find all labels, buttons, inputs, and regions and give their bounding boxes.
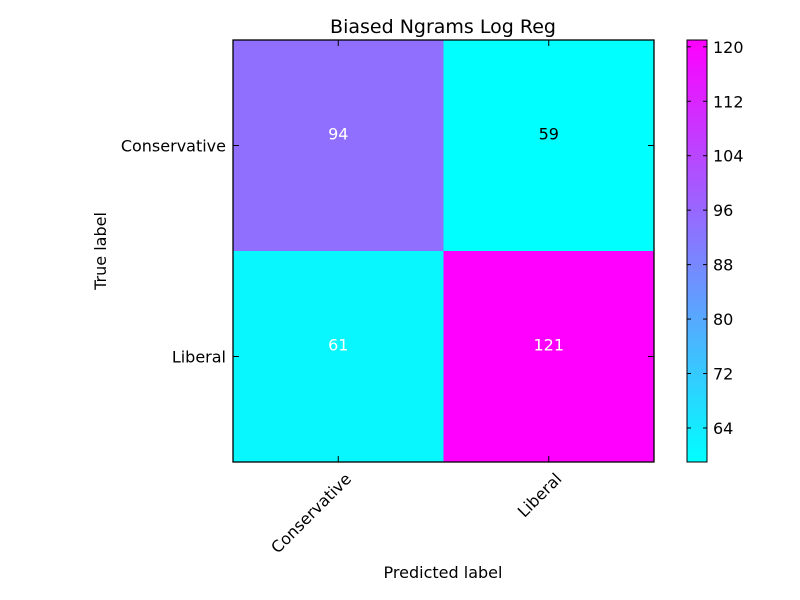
colorbar-tick-label: 104 (713, 147, 744, 166)
x-tick-label: Liberal (514, 469, 566, 521)
plot-frame (232, 39, 655, 463)
heatmap-cell-liberal-conservative (233, 251, 444, 462)
y-axis-label: True label (91, 212, 110, 291)
colorbar-tick-label: 120 (713, 38, 744, 57)
y-tick-label: Conservative (121, 137, 226, 156)
chart-title: Biased Ngrams Log Reg (330, 16, 556, 38)
x-axis-label: Predicted label (384, 563, 503, 582)
x-tick-label: Conservative (267, 469, 355, 557)
y-ticks: Conservative Liberal (121, 137, 654, 367)
cell-label: 94 (328, 125, 348, 144)
heatmap-cells (233, 40, 654, 462)
colorbar-tick-label: 72 (713, 365, 733, 384)
colorbar-tick-label: 64 (713, 419, 733, 438)
cell-label: 121 (533, 336, 564, 355)
heatmap-cell-conservative-conservative (233, 40, 444, 251)
y-tick-label: Liberal (172, 348, 226, 367)
cell-labels: 94 59 61 121 (328, 125, 564, 355)
heatmap-cell-liberal-liberal (443, 251, 654, 462)
colorbar-tick-label: 112 (713, 92, 744, 111)
cell-label: 61 (328, 336, 348, 355)
colorbar-ticks: 64 72 80 88 96 104 112 120 (687, 38, 744, 438)
cell-label: 59 (539, 125, 559, 144)
colorbar-tick-label: 96 (713, 201, 733, 220)
colorbar-tick-label: 80 (713, 310, 733, 329)
colorbar-tick-label: 88 (713, 256, 733, 275)
colorbar (686, 39, 708, 463)
heatmap-cell-conservative-liberal (443, 40, 654, 251)
